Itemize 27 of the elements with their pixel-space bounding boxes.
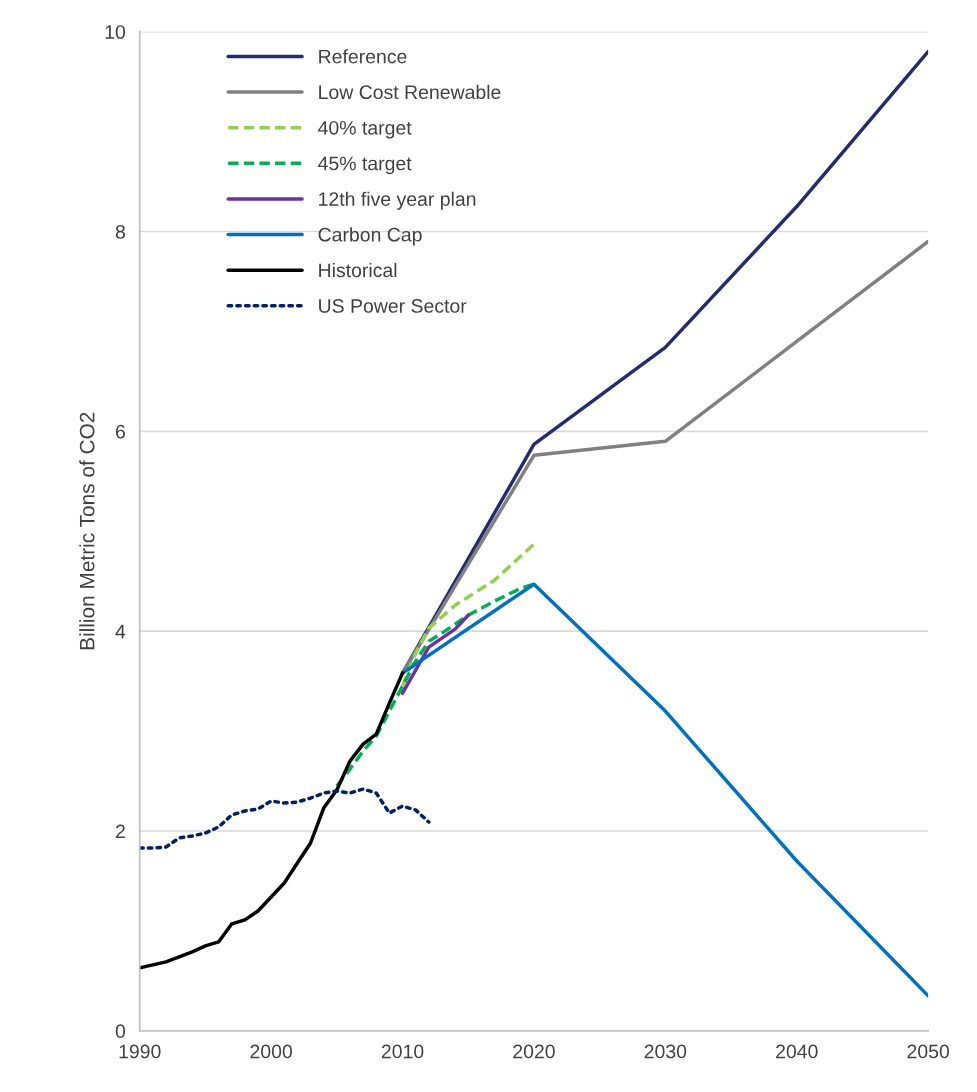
y-axis-title: Billion Metric Tons of CO2 bbox=[79, 412, 95, 650]
y-tick-label: 8 bbox=[115, 224, 125, 239]
x-tick-label: 2000 bbox=[250, 1044, 292, 1059]
legend-label: 12th five year plan bbox=[319, 191, 476, 210]
y-tick-label: 6 bbox=[116, 424, 125, 439]
line-series bbox=[400, 542, 536, 688]
line-series bbox=[139, 787, 431, 850]
x-tick-label: 2010 bbox=[381, 1044, 424, 1059]
legend-label: 45% target bbox=[318, 156, 412, 175]
x-tick-label: 1990 bbox=[119, 1044, 161, 1059]
y-tick-label: 4 bbox=[115, 624, 126, 639]
x-tick-label: 2030 bbox=[644, 1044, 687, 1059]
line-series bbox=[400, 582, 929, 998]
legend-label: Historical bbox=[319, 262, 397, 278]
x-tick-label: 2050 bbox=[907, 1044, 950, 1059]
y-tick-label: 2 bbox=[115, 824, 125, 839]
line-series bbox=[139, 671, 405, 970]
line-series bbox=[400, 613, 470, 695]
y-tick-label: 0 bbox=[115, 1024, 126, 1039]
legend-label: Low Cost Renewable bbox=[319, 84, 501, 100]
x-tick-label: 2020 bbox=[513, 1044, 555, 1059]
y-tick-label: 10 bbox=[105, 25, 126, 39]
legend-label: Carbon Cap bbox=[318, 227, 422, 246]
x-tick-label: 2040 bbox=[776, 1044, 818, 1059]
legend-label: US Power Sector bbox=[319, 299, 467, 313]
legend-label: 40% target bbox=[318, 120, 412, 139]
legend-label: Reference bbox=[319, 49, 407, 64]
